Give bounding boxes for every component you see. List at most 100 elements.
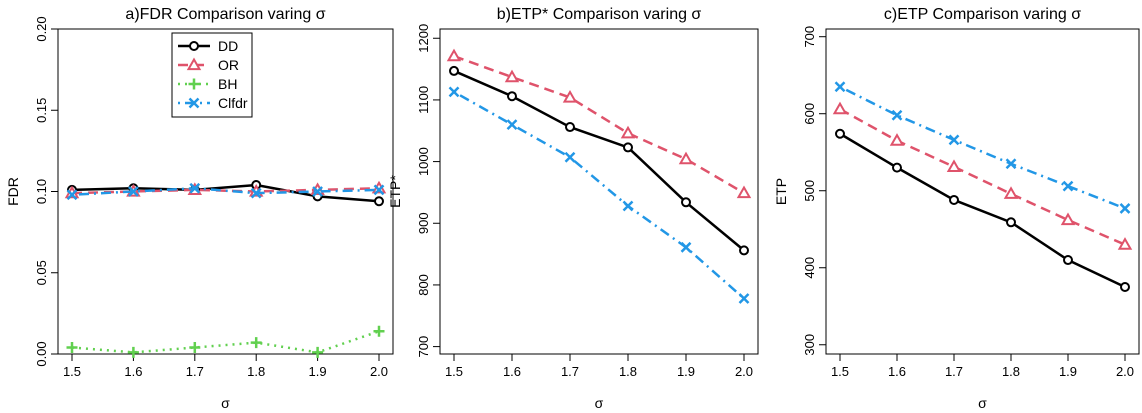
y-tick-label: 1100 (416, 86, 431, 114)
data-point (1062, 180, 1074, 192)
data-point (127, 346, 139, 358)
series-2 (448, 86, 750, 304)
x-axis-label: σ (978, 395, 987, 411)
series-line (839, 108, 1126, 246)
y-tick-label: 300 (802, 334, 817, 356)
data-point (680, 241, 692, 253)
data-point (834, 81, 846, 93)
series-line (71, 186, 380, 196)
x-tick-label: 1.9 (1059, 364, 1077, 379)
y-tick-label: 0.10 (34, 179, 49, 204)
data-point (250, 337, 262, 349)
x-tick-label: 1.8 (1002, 364, 1020, 379)
y-axis-label: ETP (773, 178, 789, 205)
data-point (1060, 212, 1076, 226)
chart-panel-2: b)ETP* Comparison varing σ 1.5 1.6 1.7 1.8 1.… (387, 6, 759, 411)
data-point (1005, 158, 1017, 170)
y-tick-label: 900 (416, 212, 431, 234)
legend: DD OR BH Clfdr (171, 32, 253, 118)
x-tick-label: 1.8 (247, 364, 265, 379)
data-point (504, 69, 520, 83)
data-point (250, 187, 262, 199)
legend-marker (189, 41, 199, 51)
data-point (66, 342, 78, 353)
y-axis-label: FDR (5, 177, 21, 206)
data-point (620, 125, 636, 139)
x-tick-label: 1.5 (63, 364, 81, 379)
x-tick-label: 1.5 (445, 364, 463, 379)
y-axis-label: ETP* (387, 175, 403, 208)
data-point (507, 91, 517, 102)
x-tick-label: 1.9 (677, 364, 695, 379)
legend-marker (188, 78, 200, 90)
data-point (66, 189, 78, 201)
x-tick-label: 1.7 (945, 364, 963, 379)
data-point (1119, 203, 1131, 214)
data-point (949, 194, 959, 205)
data-point (891, 109, 903, 121)
data-point (678, 151, 694, 165)
chart-title: a)FDR Comparison varing σ (125, 6, 325, 23)
data-point (562, 89, 578, 103)
data-point (948, 134, 960, 146)
y-tick-label: 800 (416, 274, 431, 296)
x-tick-label: 1.6 (503, 364, 521, 379)
x-tick-label: 1.5 (831, 364, 849, 379)
series-line (71, 183, 380, 203)
x-tick-label: 1.7 (561, 364, 579, 379)
data-point (946, 159, 962, 172)
legend-label: Clfdr (218, 95, 248, 111)
y-tick-label: 500 (802, 180, 817, 202)
x-tick-label: 1.9 (309, 364, 327, 379)
chart-title: c)ETP Comparison varing σ (884, 6, 1081, 23)
data-point (739, 245, 749, 256)
data-point (889, 133, 905, 146)
series-line (453, 54, 745, 195)
series-line (453, 90, 745, 300)
series-clfdr (66, 182, 385, 201)
y-tick-label: 1200 (416, 24, 431, 53)
x-tick-label: 1.6 (124, 364, 142, 379)
data-point (373, 325, 385, 337)
y-tick-label: 600 (802, 103, 817, 125)
data-point (448, 86, 460, 98)
y-tick-label: 0.05 (34, 260, 49, 285)
series-line (839, 85, 1126, 210)
series-0 (835, 128, 1130, 292)
legend-marker (186, 57, 202, 71)
data-point (446, 48, 462, 62)
y-tick-label: 700 (802, 26, 817, 48)
series-1 (446, 48, 752, 199)
series-0 (449, 65, 749, 256)
chart-panel-3: c)ETP Comparison varing σ 1.5 1.6 1.7 1.8 1.9… (773, 6, 1140, 411)
plot-frame (825, 28, 1140, 355)
y-tick-label: 0.20 (34, 16, 49, 41)
data-point (189, 342, 201, 353)
legend-label: BH (218, 76, 237, 92)
data-point (373, 184, 385, 196)
x-tick-label: 2.0 (1116, 364, 1134, 379)
x-axis-label: σ (595, 395, 604, 411)
data-point (1063, 255, 1073, 266)
data-point (622, 200, 634, 212)
data-point (449, 65, 459, 76)
series-line (453, 69, 745, 252)
data-point (738, 293, 750, 304)
y-tick-label: 1000 (416, 147, 431, 176)
series-bh (66, 325, 385, 358)
y-tick-label: 0.15 (34, 98, 49, 123)
chart-panel-1: a)FDR Comparison varing σ 1.5 1.6 1.7 1.8 1.9… (5, 6, 394, 411)
data-point (835, 128, 845, 139)
y-tick-label: 0.00 (34, 341, 49, 366)
x-tick-label: 1.8 (619, 364, 637, 379)
chart-title: b)ETP* Comparison varing σ (497, 6, 702, 23)
data-point (189, 182, 201, 194)
series-2 (834, 81, 1131, 214)
data-point (681, 197, 691, 208)
data-point (1117, 237, 1133, 250)
series-line (71, 330, 380, 354)
data-point (565, 122, 575, 133)
data-point (312, 186, 323, 197)
series-line (839, 132, 1126, 289)
